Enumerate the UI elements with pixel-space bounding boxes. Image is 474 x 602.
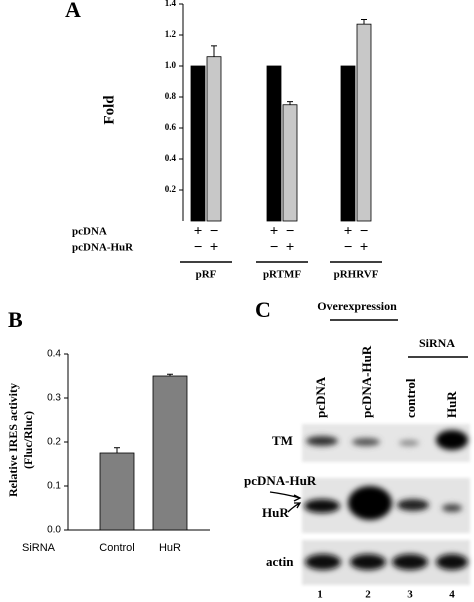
y-tick-label: 1.4	[165, 0, 177, 8]
sign: −	[286, 223, 295, 239]
sign: +	[344, 223, 353, 239]
error-bar	[167, 373, 173, 376]
lane-number: 2	[365, 589, 371, 601]
panel-label: C	[255, 297, 271, 322]
row-label: pcDNA-HuR	[72, 242, 134, 254]
x-tick-label: pRHRVF	[334, 269, 379, 281]
bar	[206, 56, 222, 222]
bar	[190, 65, 206, 222]
y-tick-label: 0.4	[47, 349, 61, 360]
group-label: Overexpression	[317, 299, 397, 313]
lane-number: 4	[449, 589, 455, 601]
panel-label: B	[8, 307, 23, 332]
y-tick-label: 0.6	[165, 122, 177, 132]
y-tick-label: 0.1	[47, 481, 61, 492]
sign: +	[194, 223, 203, 239]
y-axis-label: (Fluc/Rluc)	[21, 411, 35, 469]
sign: +	[270, 223, 279, 239]
error-bar	[211, 45, 217, 57]
y-tick-label: 0.0	[47, 525, 61, 536]
bar	[282, 104, 298, 222]
bands	[304, 430, 468, 570]
row-label: TM	[272, 433, 293, 448]
bar	[340, 65, 356, 222]
bar	[356, 23, 372, 222]
y-tick-label: 0.8	[165, 91, 177, 101]
y-tick-label: 0.2	[47, 437, 61, 448]
bar	[152, 375, 188, 531]
lane-label: pcDNA	[313, 376, 328, 418]
x-tick-label: Control	[99, 542, 134, 554]
y-tick-label: 0.3	[47, 393, 61, 404]
x-tick-label: pRF	[196, 269, 217, 281]
sign: −	[194, 239, 203, 255]
arrow	[287, 502, 302, 513]
error-bar	[114, 447, 120, 453]
sign: −	[210, 223, 219, 239]
y-tick-label: 0.2	[165, 184, 177, 194]
x-tick-label: HuR	[159, 542, 181, 554]
y-tick-label: 1.0	[165, 60, 177, 70]
arrow	[269, 491, 302, 502]
lane-label: control	[403, 378, 418, 418]
sign: +	[286, 239, 295, 255]
x-axis-label: SiRNA	[22, 542, 56, 554]
y-tick-label: 1.2	[165, 29, 177, 39]
row-label: pcDNA-HuR	[244, 473, 317, 488]
lane-label: pcDNA-HuR	[359, 345, 374, 418]
sign: −	[344, 239, 353, 255]
lane-number: 1	[317, 589, 323, 601]
sign: +	[360, 239, 369, 255]
row-label: pcDNA	[72, 226, 107, 238]
error-bar	[361, 19, 367, 25]
bar	[99, 452, 135, 531]
row-label: actin	[266, 554, 294, 569]
sign: +	[210, 239, 219, 255]
y-axis-label: Relative IRES activity	[6, 383, 20, 497]
panel-label: A	[65, 0, 81, 22]
lane-label: HuR	[444, 391, 459, 418]
bar	[266, 65, 282, 222]
lane-number: 3	[407, 589, 413, 601]
y-tick-label: 0.4	[165, 153, 177, 163]
sign: −	[360, 223, 369, 239]
y-axis-label: Fold	[101, 95, 117, 125]
x-tick-label: pRTMF	[263, 269, 301, 281]
error-bar	[287, 101, 293, 105]
group-label: SiRNA	[419, 336, 455, 350]
sign: −	[270, 239, 279, 255]
row-label: HuR	[262, 505, 289, 520]
panel-c: C Overexpression SiRNA TM pcDNA-HuR HuR …	[244, 297, 470, 601]
